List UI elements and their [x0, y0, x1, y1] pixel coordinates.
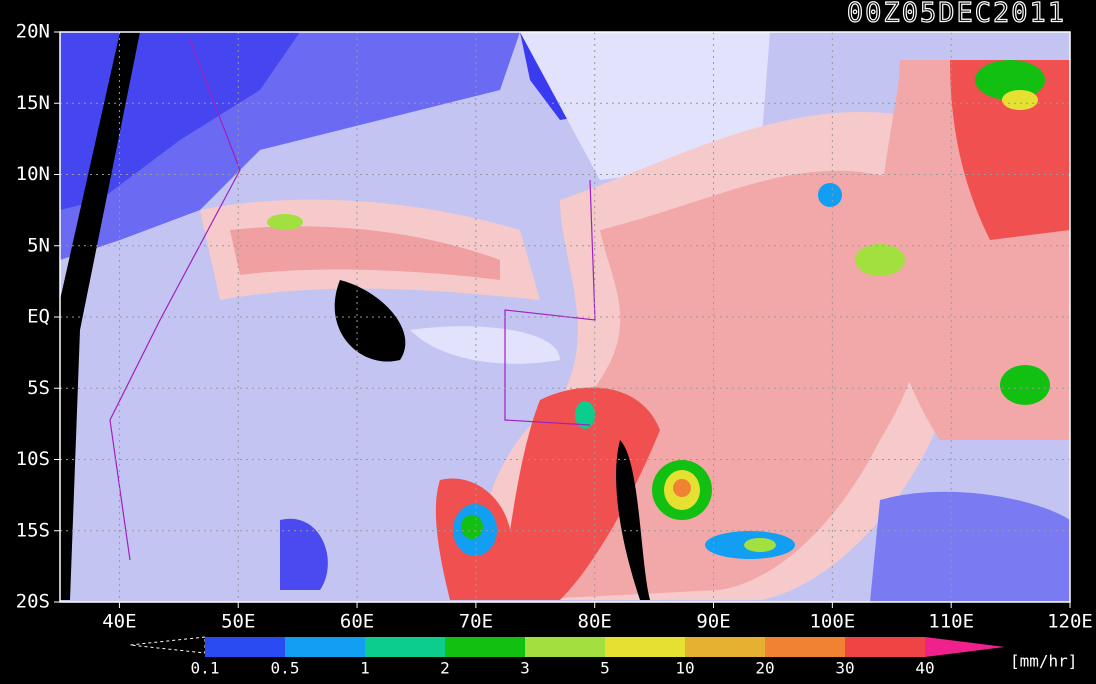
- colorbar-label: 3: [520, 659, 530, 678]
- colorbar-segment: [445, 637, 525, 657]
- colorbar-label: 0.5: [271, 659, 300, 678]
- colorbar-unit: [mm/hr]: [1010, 652, 1077, 671]
- lon-label: 120E: [1047, 611, 1093, 633]
- precip-field: [60, 32, 1070, 602]
- colorbar-segment: [205, 637, 285, 657]
- lat-label: 5N: [27, 234, 50, 256]
- colorbar-label: 5: [600, 659, 610, 678]
- lon-label: 60E: [340, 611, 374, 633]
- lon-label: 70E: [459, 611, 493, 633]
- lon-label: 90E: [696, 611, 730, 633]
- colorbar-segment: [285, 637, 365, 657]
- lat-label: 10N: [16, 163, 50, 185]
- colorbar-label: 0.1: [191, 659, 220, 678]
- colorbar-label: 30: [835, 659, 854, 678]
- lat-label: 15S: [16, 519, 50, 541]
- colorbar-segment: [605, 637, 685, 657]
- colorbar-label: 2: [440, 659, 450, 678]
- map-title: 00Z05DEC2011: [847, 0, 1066, 29]
- colorbar-segment: [765, 637, 845, 657]
- colorbar-label: 1: [360, 659, 370, 678]
- colorbar-under: [129, 636, 206, 654]
- lat-label: 20S: [16, 591, 50, 613]
- colorbar-label: 40: [915, 659, 934, 678]
- lon-label: 80E: [578, 611, 612, 633]
- colorbar-segment: [845, 637, 925, 657]
- lon-label: 40E: [102, 611, 136, 633]
- colorbar-segment: [685, 637, 765, 657]
- colorbar-over: [925, 637, 1005, 657]
- lat-label: 10S: [16, 448, 50, 470]
- colorbar-segment: [525, 637, 605, 657]
- colorbar-segment: [365, 637, 445, 657]
- lat-label: 5S: [27, 377, 50, 399]
- colorbar-label: 20: [755, 659, 774, 678]
- map-frame: [59, 31, 1071, 603]
- lon-label: 100E: [809, 611, 855, 633]
- lat-label: 20N: [16, 21, 50, 43]
- graticule: 20N 15N 10N 5N EQ 5S 10S 15S 20S 40E 50E 60E 70E 80E 9…: [16, 21, 1093, 633]
- colorbar: [mm/hr] 0.1 0.5 1 2 3 5 10 20 30 40: [129, 636, 1077, 678]
- lon-label: 110E: [928, 611, 974, 633]
- lon-label: 50E: [221, 611, 255, 633]
- colorbar-label: 10: [675, 659, 694, 678]
- lat-label: EQ: [27, 306, 50, 328]
- lat-label: 15N: [16, 92, 50, 114]
